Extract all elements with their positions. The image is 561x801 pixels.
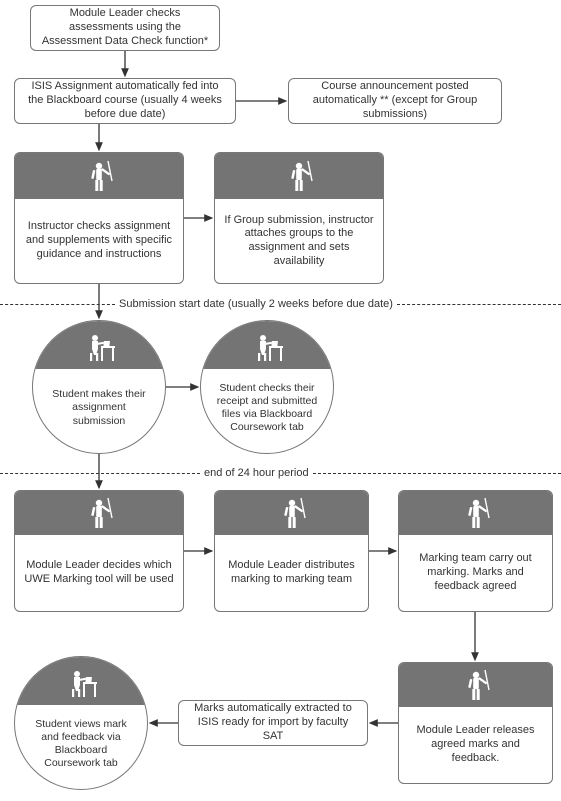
instructor-icon bbox=[81, 159, 117, 193]
node-label: Marking team carry out marking. Marks an… bbox=[407, 552, 544, 593]
node-label: If Group submission, instructor attaches… bbox=[223, 214, 375, 269]
student-icon bbox=[249, 331, 285, 363]
node-release-marks: Module Leader releases agreed marks and … bbox=[398, 662, 553, 784]
node-check-assessments: Module Leader checks assessments using t… bbox=[30, 5, 220, 51]
student-icon bbox=[63, 667, 99, 699]
node-decide-tool: Module Leader decides which UWE Marking … bbox=[14, 490, 184, 612]
node-student-checks-receipt: Student checks their receipt and submitt… bbox=[200, 320, 334, 454]
node-label: Module Leader distributes marking to mar… bbox=[223, 559, 360, 587]
node-extract-isis: Marks automatically extracted to ISIS re… bbox=[178, 700, 368, 746]
node-label: Module Leader releases agreed marks and … bbox=[407, 724, 544, 765]
student-icon bbox=[81, 331, 117, 363]
divider-submission-start: Submission start date (usually 2 weeks b… bbox=[0, 298, 561, 310]
node-label: Student views mark and feedback via Blac… bbox=[27, 718, 135, 771]
divider-24h: end of 24 hour period bbox=[0, 467, 561, 479]
node-label: Student makes their assignment submissio… bbox=[45, 388, 153, 427]
node-label: Module Leader decides which UWE Marking … bbox=[23, 559, 175, 587]
node-distribute-marking: Module Leader distributes marking to mar… bbox=[214, 490, 369, 612]
node-marking-team: Marking team carry out marking. Marks an… bbox=[398, 490, 553, 612]
node-student-submits: Student makes their assignment submissio… bbox=[32, 320, 166, 454]
node-isis-feed: ISIS Assignment automatically fed into t… bbox=[14, 78, 236, 124]
instructor-icon bbox=[81, 496, 117, 530]
instructor-icon bbox=[458, 668, 494, 702]
node-instructor-checks: Instructor checks assignment and supplem… bbox=[14, 152, 184, 284]
node-student-views-mark: Student views mark and feedback via Blac… bbox=[14, 656, 148, 790]
node-group-submission: If Group submission, instructor attaches… bbox=[214, 152, 384, 284]
instructor-icon bbox=[281, 159, 317, 193]
node-label: Student checks their receipt and submitt… bbox=[213, 382, 321, 435]
instructor-icon bbox=[274, 496, 310, 530]
node-label: ISIS Assignment automatically fed into t… bbox=[23, 80, 227, 121]
node-label: Module Leader checks assessments using t… bbox=[39, 7, 211, 48]
node-label: Course announcement posted automatically… bbox=[297, 80, 493, 121]
node-label: Instructor checks assignment and supplem… bbox=[23, 220, 175, 261]
instructor-icon bbox=[458, 496, 494, 530]
node-announcement: Course announcement posted automatically… bbox=[288, 78, 502, 124]
node-label: Marks automatically extracted to ISIS re… bbox=[187, 702, 359, 743]
